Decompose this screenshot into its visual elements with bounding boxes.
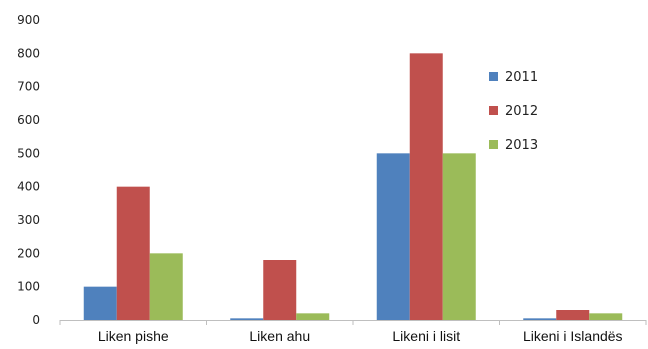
legend: 2011 2012 2013 <box>489 70 538 153</box>
x-tick-label: Likeni i Islandës <box>523 328 623 344</box>
legend-swatch-2012 <box>489 106 498 115</box>
legend-label: 2011 <box>505 70 538 85</box>
y-tick-label: 700 <box>17 80 40 94</box>
bar-2011-3 <box>376 153 410 320</box>
bar-2011-1 <box>83 286 117 320</box>
y-tick-label: 800 <box>17 46 40 60</box>
y-axis-ticks: 0 100 200 300 400 500 600 700 800 900 <box>17 13 40 327</box>
bar-2012-3 <box>409 53 443 320</box>
x-tick-label: Liken pishe <box>98 328 169 344</box>
bar-2013-1 <box>149 253 183 320</box>
y-tick-label: 0 <box>32 313 40 327</box>
y-tick-label: 200 <box>17 246 40 260</box>
bar-2013-3 <box>442 153 476 320</box>
y-tick-label: 300 <box>17 213 40 227</box>
legend-swatch-2013 <box>489 140 498 149</box>
legend-label: 2013 <box>505 138 538 153</box>
bar-2012-1 <box>116 186 150 320</box>
legend-swatch-2011 <box>489 72 498 81</box>
bars <box>83 53 623 320</box>
x-tick-label: Likeni i lisit <box>392 328 460 344</box>
x-axis-labels: Liken pishe Liken ahu Likeni i lisit Likeni… <box>98 328 623 344</box>
bar-2013-4 <box>589 313 623 320</box>
y-tick-label: 600 <box>17 113 40 127</box>
y-tick-label: 500 <box>17 146 40 160</box>
y-tick-label: 400 <box>17 180 40 194</box>
bar-2013-2 <box>296 313 330 320</box>
bar-2011-2 <box>230 318 264 320</box>
x-axis-tick-marks <box>59 320 647 325</box>
legend-label: 2012 <box>505 104 538 119</box>
y-tick-label: 900 <box>17 13 40 27</box>
bar-2012-2 <box>263 260 297 320</box>
bar-2011-4 <box>523 318 557 320</box>
y-tick-label: 100 <box>17 280 40 294</box>
bar-2012-4 <box>556 310 590 320</box>
x-tick-label: Liken ahu <box>249 328 310 344</box>
